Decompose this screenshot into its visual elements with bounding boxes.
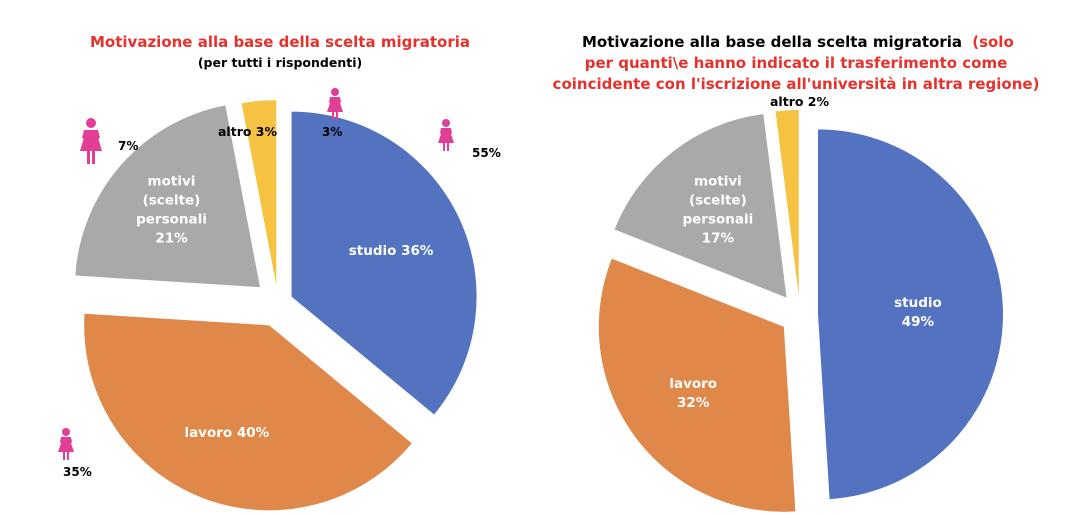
pie-slice-motivi	[75, 105, 260, 288]
slice-label-altro-right: altro 2%	[770, 94, 829, 109]
slice-label-motivi: motivi (scelte) personali 17%	[682, 174, 753, 247]
slice-label-studio: studio 49%	[894, 295, 942, 330]
female-person-icon	[80, 118, 102, 164]
pie-slice-studio	[817, 129, 1003, 500]
chart-left-title: Motivazione alla base della scelta migra…	[90, 33, 470, 51]
pie-slice-motivi	[614, 114, 787, 298]
female-person-icon	[438, 119, 454, 151]
female-share-studio: 55%	[472, 146, 501, 160]
chart-left: Motivazione alla base della scelta migra…	[58, 33, 501, 511]
chart-right-title-main: Motivazione alla base della scelta migra…	[582, 33, 962, 51]
chart-left-subtitle: (per tutti i rispondenti)	[198, 55, 362, 70]
slice-label-studio: studio 36%	[349, 243, 434, 259]
chart-right: Motivazione alla base della scelta migra…	[553, 33, 1040, 512]
female-share-personali: 7%	[118, 139, 138, 153]
pie-slice-lavoro	[84, 313, 412, 511]
slice-label-lavoro: lavoro 32%	[669, 376, 717, 411]
pie-slice-altro	[775, 110, 799, 296]
female-person-icon	[327, 88, 343, 120]
slice-label-altro-left: altro 3%	[218, 124, 277, 139]
pie-left: studio 36% lavoro 40% motivi (scelte) person…	[75, 100, 477, 511]
female-share-altro: 3%	[322, 125, 342, 139]
chart-right-title-note-1: (solo	[972, 33, 1014, 51]
slice-label-motivi: motivi (scelte) personali 21%	[136, 174, 207, 247]
pie-slice-studio	[291, 111, 477, 415]
pie-slice-lavoro	[598, 258, 796, 512]
chart-right-title-note-3: coincidente con l'iscrizione all'univers…	[553, 75, 1040, 93]
female-person-icon	[58, 428, 74, 460]
female-share-lavoro: 35%	[63, 465, 92, 479]
pie-right: studio 49% lavoro 32% motivi (scelte) personal…	[598, 110, 1003, 512]
chart-right-title-note-2: per quanti\e hanno indicato il trasferim…	[585, 54, 1008, 72]
slice-label-lavoro: lavoro 40%	[184, 425, 269, 441]
chart-right-title: Motivazione alla base della scelta migra…	[582, 33, 1014, 51]
pie-slice-altro	[241, 100, 277, 286]
